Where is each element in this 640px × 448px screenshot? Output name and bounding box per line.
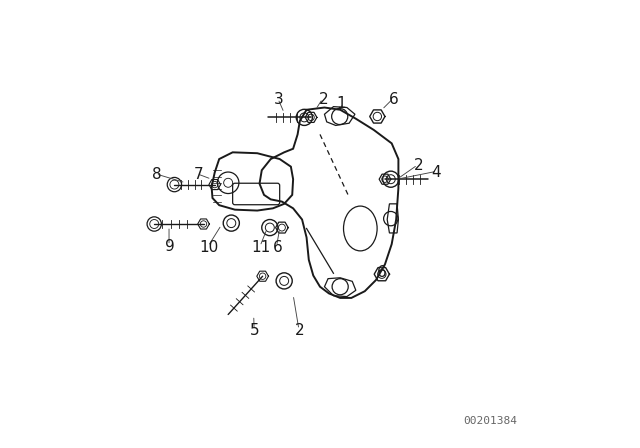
Text: 9: 9	[165, 239, 175, 254]
Text: 2: 2	[295, 323, 305, 338]
Text: 5: 5	[250, 323, 260, 338]
Text: 2: 2	[413, 158, 424, 173]
Text: 6: 6	[273, 240, 282, 255]
Text: 11: 11	[252, 240, 271, 255]
Text: 00201384: 00201384	[463, 416, 517, 426]
Text: 3: 3	[274, 92, 284, 107]
Text: 7: 7	[193, 167, 203, 182]
Text: 2: 2	[319, 92, 328, 107]
Text: 6: 6	[389, 92, 399, 107]
Text: 4: 4	[431, 165, 442, 180]
Text: 1: 1	[337, 96, 346, 112]
Text: 8: 8	[152, 167, 161, 182]
Text: 6: 6	[377, 265, 387, 280]
Text: 10: 10	[199, 240, 218, 255]
